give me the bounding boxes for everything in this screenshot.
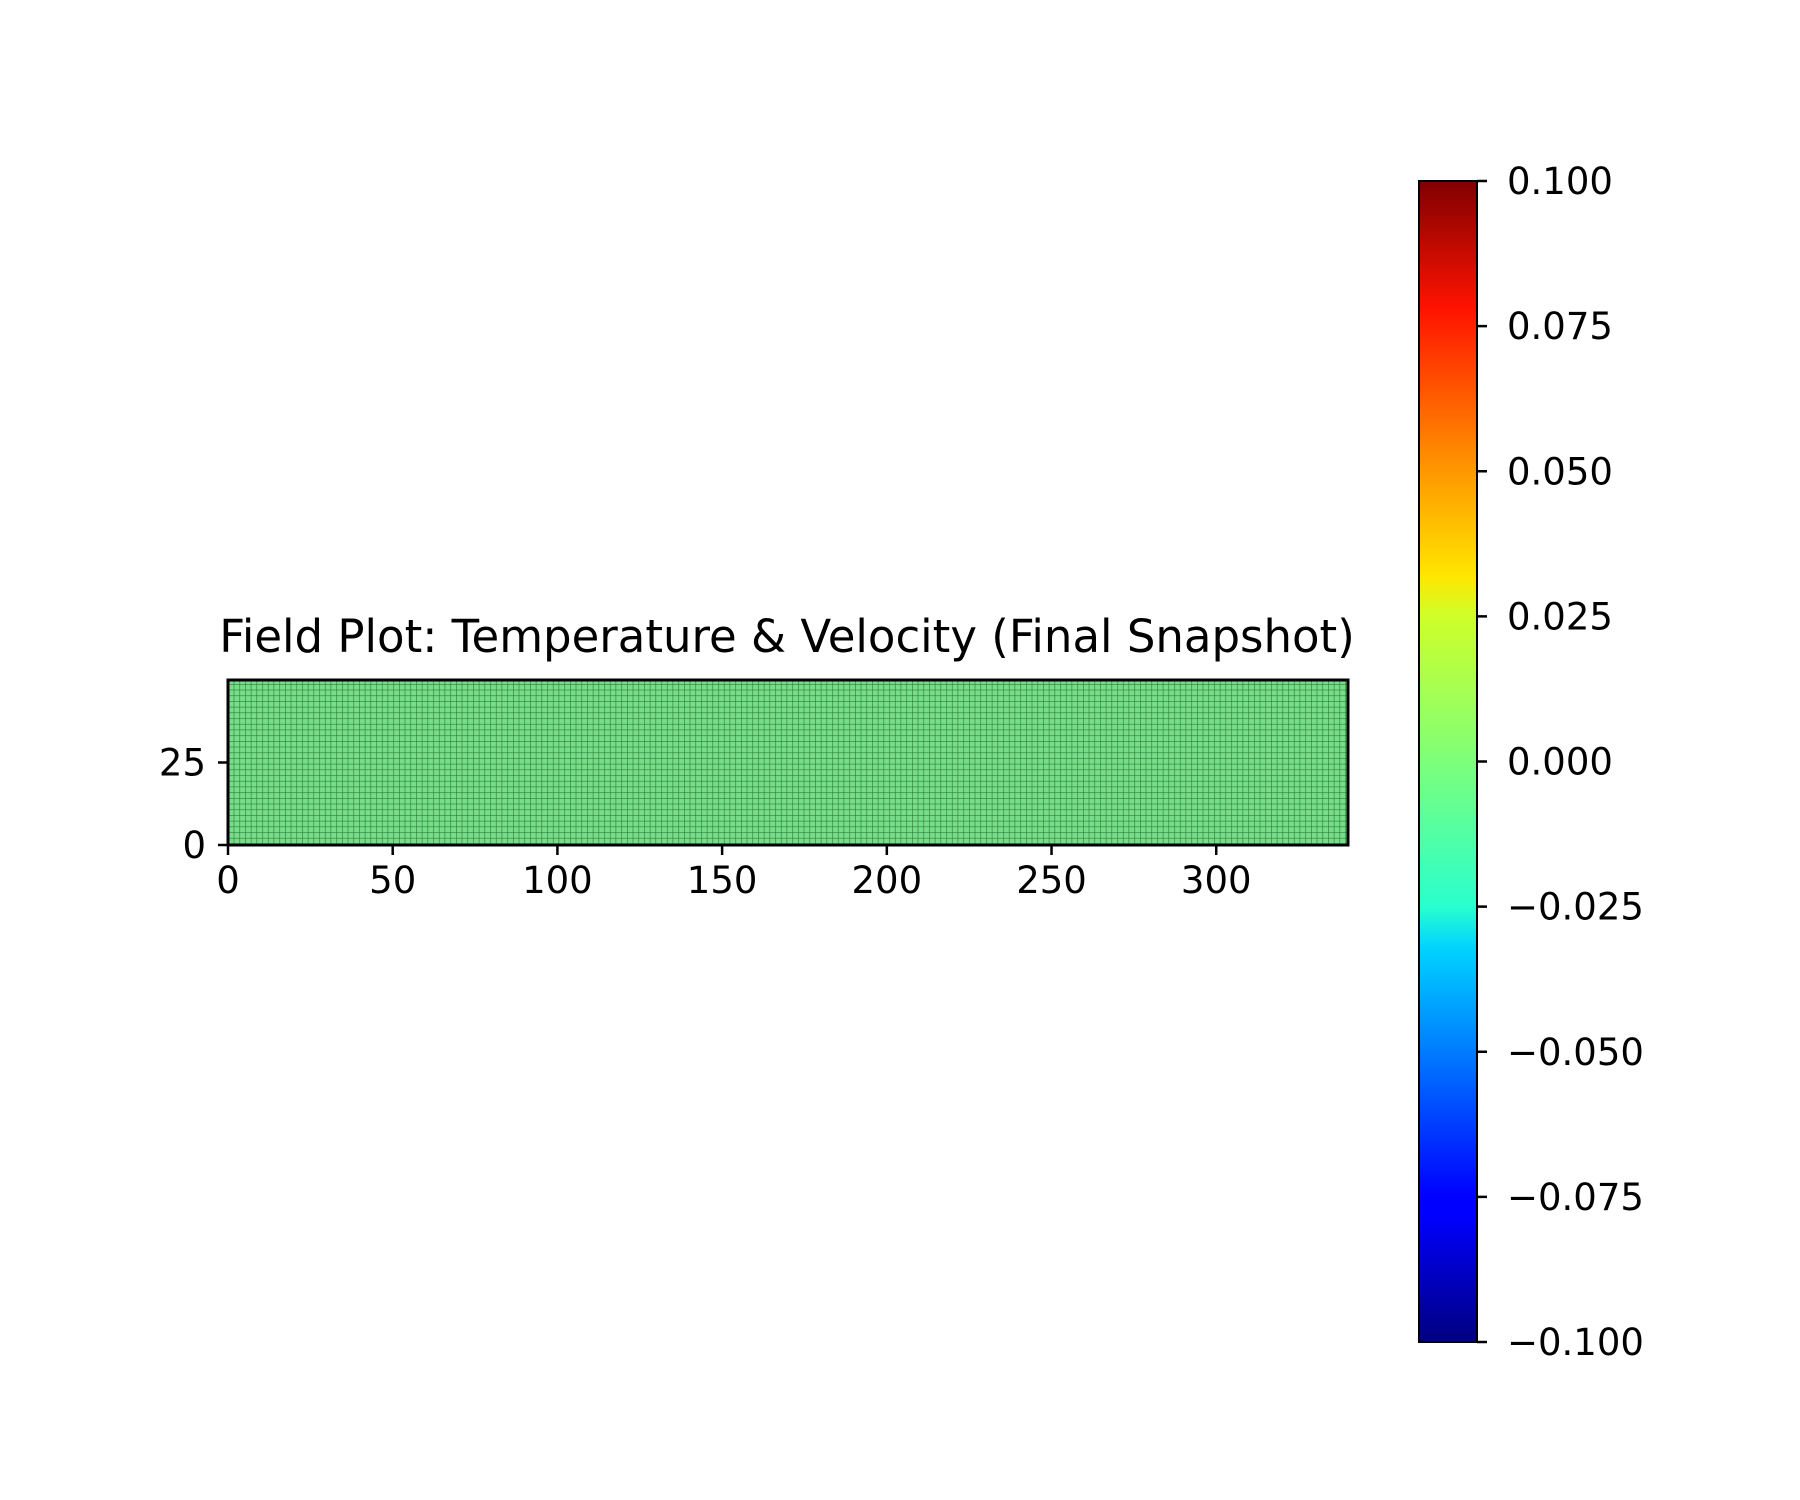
colorbar-bar [1418, 180, 1478, 1343]
x-tick-label: 300 [1181, 859, 1252, 902]
x-axis: 0 50 100 150 200 250 300 [216, 845, 1252, 902]
colorbar-tick-label: 0.075 [1507, 305, 1613, 348]
colorbar-tick-label: −0.050 [1507, 1031, 1644, 1074]
x-tick-label: 250 [1016, 859, 1087, 902]
x-tick-label: 100 [522, 859, 593, 902]
colorbar-tick-label: 0.050 [1507, 450, 1613, 493]
colorbar-tick-label: 0.100 [1507, 160, 1613, 203]
colorbar-tick-label: −0.100 [1507, 1321, 1644, 1364]
x-tick-label: 200 [852, 859, 923, 902]
y-tick-label: 0 [182, 824, 206, 867]
heatmap-field [228, 680, 1348, 845]
colorbar-tick-label: −0.075 [1507, 1176, 1644, 1219]
colorbar-ticks: 0.100 0.075 0.050 0.025 0.000 −0.025 −0.050 −0.… [1477, 160, 1644, 1364]
x-tick-label: 50 [369, 859, 416, 902]
y-tick-label: 25 [159, 742, 206, 785]
colorbar: 0.100 0.075 0.050 0.025 0.000 −0.025 −0.050 −0.… [1418, 160, 1644, 1364]
y-axis: 0 25 [159, 742, 228, 867]
chart-title: Field Plot: Temperature & Velocity (Fina… [219, 610, 1355, 663]
colorbar-tick-label: 0.000 [1507, 741, 1613, 784]
colorbar-tick-label: −0.025 [1507, 886, 1644, 929]
colorbar-tick-label: 0.025 [1507, 595, 1613, 638]
x-tick-label: 150 [687, 859, 758, 902]
x-tick-label: 0 [216, 859, 240, 902]
heatmap-panel [226, 678, 1350, 847]
